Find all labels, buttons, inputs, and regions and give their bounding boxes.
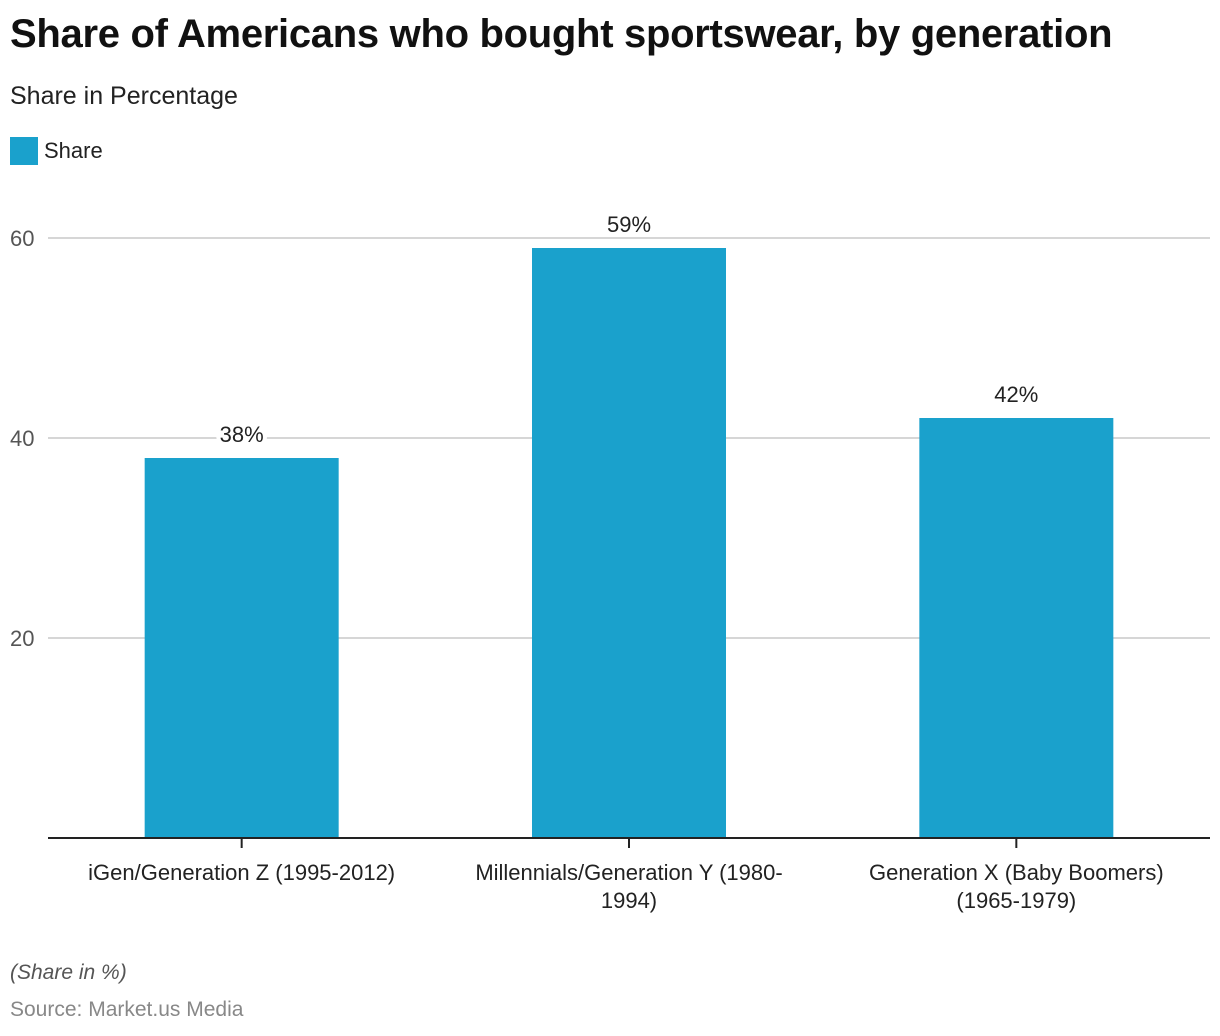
x-tick-label: 1994): [601, 888, 657, 913]
data-label: 38%: [220, 422, 264, 447]
bar: [532, 248, 726, 838]
data-label: 59%: [607, 212, 651, 237]
x-tick-label: Millennials/Generation Y (1980-: [475, 860, 782, 885]
legend-swatch: [10, 137, 38, 165]
bar: [144, 458, 339, 838]
y-tick-label: 40: [10, 426, 34, 451]
x-tick-label: iGen/Generation Z (1995-2012): [88, 860, 395, 885]
x-tick-label: Generation X (Baby Boomers): [869, 860, 1164, 885]
legend: Share: [10, 137, 103, 165]
legend-label: Share: [44, 138, 103, 163]
source: Source: Market.us Media: [10, 998, 244, 1021]
y-tick-label: 20: [10, 626, 34, 651]
y-tick-label: 60: [10, 226, 34, 251]
chart-subtitle: Share in Percentage: [10, 82, 238, 110]
data-label: 42%: [994, 382, 1038, 407]
chart-title: Share of Americans who bought sportswear…: [10, 12, 1113, 56]
bar: [919, 418, 1114, 838]
x-tick-label: (1965-1979): [956, 888, 1076, 913]
footnote: (Share in %): [10, 961, 127, 984]
